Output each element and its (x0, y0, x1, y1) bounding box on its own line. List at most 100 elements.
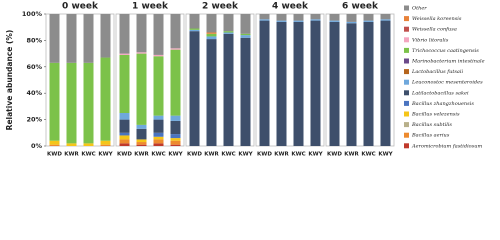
legend-label: Bacillus zhangzhouensis (411, 101, 474, 107)
bar-segment (49, 62, 60, 141)
bar-segment (310, 19, 321, 21)
bar-segment (119, 132, 130, 136)
bar-segment (170, 144, 181, 146)
bar-segment (346, 21, 357, 24)
bar-segment (189, 28, 200, 30)
bar-segment (206, 36, 217, 40)
x-tick-label: KWR (64, 152, 79, 158)
bar-segment (153, 115, 164, 120)
bar-segment (136, 142, 147, 145)
bar-segment (259, 14, 270, 20)
legend-label: Aeromicrobium fastidiosum (411, 143, 482, 149)
x-tick-label: KWR (134, 152, 149, 158)
x-tick-label: KWD (117, 152, 132, 158)
bar-segment (136, 128, 147, 140)
panel-frame (325, 13, 395, 147)
bar-segment (153, 139, 164, 144)
bar-segment (119, 53, 130, 55)
bar-segment (49, 144, 60, 146)
legend-swatch (404, 58, 409, 64)
x-tick-label: KWY (308, 152, 323, 158)
bar-segment (119, 143, 130, 146)
bar-segment (153, 143, 164, 146)
panel-title: 0 week (62, 2, 99, 12)
bar-segment (293, 21, 304, 147)
bar-segment (189, 29, 200, 32)
bar-segment (189, 14, 200, 29)
legend-swatch (404, 47, 409, 53)
bar-segment (119, 139, 130, 144)
bar-segment (136, 53, 147, 125)
bar-segment (380, 19, 391, 21)
bar-segment (276, 21, 287, 147)
legend-label: Leuconostoc mesenteroides (411, 80, 483, 86)
bar-segment (206, 39, 217, 146)
panel-frame (185, 13, 255, 147)
legend-swatch (404, 69, 409, 75)
legend-label: Bacillus aerius (411, 133, 450, 139)
legend-swatch (404, 26, 409, 32)
bar-segment (310, 20, 321, 147)
bar-segment (206, 14, 217, 33)
bar-segment (170, 138, 181, 141)
bar-segment (380, 20, 391, 147)
bar-segment (49, 140, 60, 145)
panel-title: 2 week (202, 2, 239, 12)
x-tick-label: KWD (327, 152, 342, 158)
bar-segment (170, 14, 181, 49)
bar-segment (136, 124, 147, 129)
x-tick-label: KWY (98, 152, 113, 158)
bar-segment (276, 14, 287, 21)
legend-label: Other (412, 6, 427, 12)
y-tick-label: 80% (26, 36, 42, 44)
bar-segment (119, 119, 130, 133)
bar-segment (100, 140, 111, 145)
x-tick-label: KWC (151, 152, 165, 158)
x-tick-label: KWC (81, 152, 95, 158)
bar-segment (136, 14, 147, 53)
bar-segment (206, 32, 217, 34)
legend-label: Bacillus velezensis (411, 112, 460, 118)
bar-segment (100, 14, 111, 58)
legend-label: Bacillus subtilis (411, 122, 452, 128)
legend-label: Lactobacillus futsaii (411, 69, 464, 75)
panel-title: 6 week (342, 2, 379, 12)
bar-segment (363, 20, 374, 22)
bar-segment (170, 49, 181, 116)
bar-segment (259, 19, 270, 21)
bar-segment (100, 57, 111, 141)
bar-segment (66, 143, 77, 146)
x-tick-label: KWD (187, 152, 202, 158)
bar-segment (380, 14, 391, 20)
bar-segment (223, 32, 234, 34)
bar-segment (136, 139, 147, 143)
bar-segment (240, 33, 251, 36)
legend-swatch (404, 5, 409, 11)
x-tick-label: KWY (168, 152, 183, 158)
x-tick-label: KWR (274, 152, 289, 158)
bar-segment (206, 33, 217, 37)
bar-segment (276, 20, 287, 22)
bar-segment (240, 37, 251, 147)
bar-segment (293, 20, 304, 22)
bar-segment (240, 35, 251, 38)
panel-title: 1 week (132, 2, 169, 12)
legend-swatch (404, 122, 409, 128)
x-tick-label: KWC (361, 152, 375, 158)
bar-segment (170, 134, 181, 139)
bar-segment (49, 14, 60, 63)
bar-segment (363, 14, 374, 21)
legend-label: Weissella confusa (412, 27, 457, 33)
y-tick-label: 20% (26, 116, 42, 124)
bar-segment (119, 54, 130, 113)
legend-label: Latilactobacillus sakei (411, 90, 469, 96)
panel-title: 4 week (272, 2, 309, 12)
bar-segment (119, 14, 130, 54)
bar-segment (119, 135, 130, 140)
x-tick-label: KWY (238, 152, 253, 158)
x-tick-label: KWC (291, 152, 305, 158)
legend-swatch (404, 90, 409, 96)
bar-segment (66, 62, 77, 144)
y-axis-label: Relative abundance (%) (5, 30, 14, 131)
panel-frame (45, 13, 115, 147)
